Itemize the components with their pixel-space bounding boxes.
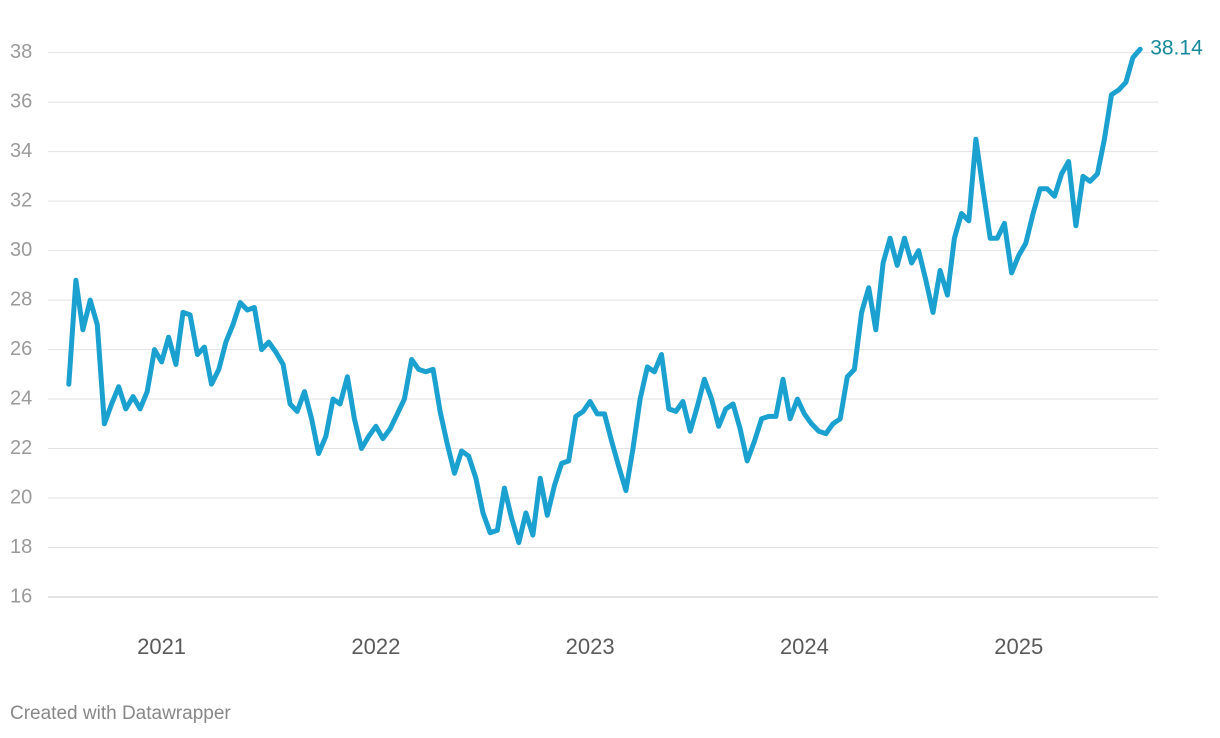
y-tick-label: 18 [10, 536, 32, 558]
y-tick-label: 30 [10, 239, 32, 261]
y-tick-label: 32 [10, 189, 32, 211]
y-tick-label: 26 [10, 338, 32, 360]
y-tick-label: 22 [10, 437, 32, 459]
y-tick-label: 36 [10, 90, 32, 112]
x-tick-label: 2021 [137, 634, 186, 659]
y-tick-label: 38 [10, 41, 32, 63]
line [66, 46, 1143, 546]
credit: Created with Datawrapper [10, 703, 231, 724]
y-tick-label: 20 [10, 486, 32, 508]
x-tick-label: 2024 [780, 634, 829, 659]
end-label: 38.14 [1150, 37, 1203, 60]
x-tick-label: 2022 [351, 634, 400, 659]
y-tick-label: 34 [10, 140, 32, 162]
y-tick-label: 28 [10, 288, 32, 310]
x-tick-label: 2023 [566, 634, 615, 659]
y-tick-label: 16 [10, 585, 32, 607]
x-tick-label: 2025 [994, 634, 1043, 659]
y-tick-label: 24 [10, 387, 32, 409]
